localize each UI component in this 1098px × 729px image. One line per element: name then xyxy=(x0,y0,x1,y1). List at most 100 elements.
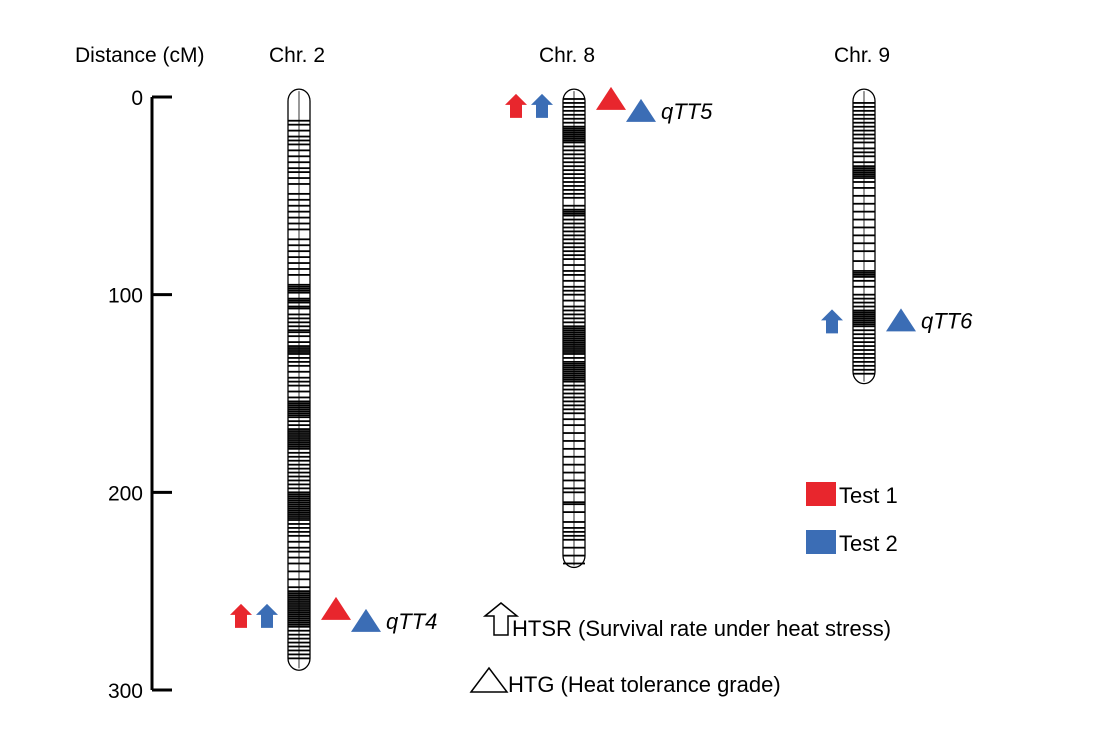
marker-band xyxy=(563,250,585,253)
marker-band xyxy=(853,309,875,312)
marker-band xyxy=(853,297,875,300)
marker-band xyxy=(563,447,585,450)
marker-band xyxy=(563,424,585,427)
marker-band xyxy=(288,451,310,454)
marker-band xyxy=(853,117,875,120)
marker-band xyxy=(288,562,310,565)
marker-band xyxy=(853,165,875,168)
marker-band xyxy=(853,105,875,108)
marker-band xyxy=(563,400,585,403)
marker-band xyxy=(853,279,875,282)
qtl-label: qTT5 xyxy=(661,99,713,124)
marker-band xyxy=(288,250,310,253)
marker-band xyxy=(288,443,310,446)
marker-band xyxy=(288,430,310,432)
htsr-arrow-icon xyxy=(256,603,278,628)
marker-band xyxy=(288,331,310,334)
marker-band xyxy=(563,380,585,383)
marker-band xyxy=(288,491,310,494)
marker-band xyxy=(288,623,310,626)
qtl-markers: qTT4 qTT5 qTT6 xyxy=(230,86,973,634)
tick-label: 200 xyxy=(108,482,143,505)
marker-band xyxy=(288,604,310,606)
marker-band xyxy=(288,641,310,644)
marker-band xyxy=(288,345,310,347)
marker-band xyxy=(563,471,585,474)
marker-band xyxy=(288,501,310,504)
marker-band xyxy=(563,331,585,334)
marker-band xyxy=(563,327,585,330)
marker-band xyxy=(288,307,310,310)
marker-band xyxy=(563,521,585,523)
marker-band xyxy=(563,192,585,195)
marker-band xyxy=(288,625,310,628)
marker-band xyxy=(288,149,310,152)
marker-band xyxy=(288,400,310,403)
marker-band xyxy=(563,376,585,379)
marker-band xyxy=(853,121,875,124)
marker-band xyxy=(563,212,585,215)
marker-band xyxy=(563,127,585,130)
marker-band xyxy=(563,139,585,142)
marker-band xyxy=(288,523,310,525)
distance-axis: Distance (cM) 0 100 200 300 xyxy=(75,44,205,703)
marker-band xyxy=(563,378,585,381)
marker-band xyxy=(288,412,310,415)
test1-swatch xyxy=(806,482,836,506)
marker-band xyxy=(853,133,875,136)
marker-band xyxy=(853,368,875,371)
marker-band xyxy=(853,260,875,262)
marker-band xyxy=(853,250,875,253)
marker-band xyxy=(563,408,585,411)
marker-band xyxy=(563,98,585,100)
marker-band xyxy=(288,305,310,308)
marker-band xyxy=(563,349,585,351)
marker-band xyxy=(288,210,310,213)
chromosome-chr2 xyxy=(287,88,311,671)
marker-band xyxy=(853,167,875,170)
tick-label: 0 xyxy=(131,87,143,110)
marker-band xyxy=(563,299,585,302)
marker-band xyxy=(288,511,310,513)
marker-band xyxy=(288,600,310,602)
marker-band xyxy=(288,475,310,478)
marker-band xyxy=(853,141,875,144)
marker-band xyxy=(288,613,310,616)
marker-band xyxy=(288,617,310,620)
marker-band xyxy=(563,329,585,332)
marker-band xyxy=(563,396,585,399)
marker-band xyxy=(853,329,875,332)
htsr-arrow-icon xyxy=(230,603,252,628)
marker-band xyxy=(288,507,310,510)
marker-band xyxy=(288,445,310,448)
marker-band xyxy=(563,210,585,213)
marker-band xyxy=(288,527,310,529)
marker-band xyxy=(288,204,310,207)
marker-band xyxy=(563,357,585,359)
marker-band xyxy=(288,645,310,648)
qtl-label: qTT4 xyxy=(386,609,437,634)
marker-band xyxy=(288,447,310,450)
marker-band xyxy=(563,137,585,140)
marker-band xyxy=(563,274,585,276)
marker-band xyxy=(563,121,585,124)
marker-band xyxy=(288,341,310,344)
marker-band xyxy=(563,333,585,336)
marker-band xyxy=(288,167,310,170)
marker-band xyxy=(853,129,875,132)
marker-band xyxy=(853,177,875,179)
marker-band xyxy=(288,546,310,549)
marker-band xyxy=(288,602,310,604)
marker-band xyxy=(563,321,585,324)
marker-band xyxy=(563,129,585,132)
marker-band xyxy=(288,135,310,138)
marker-band xyxy=(288,586,310,589)
chromosomes xyxy=(287,88,876,671)
marker-band xyxy=(563,135,585,138)
marker-band xyxy=(853,275,875,278)
marker-band xyxy=(563,141,585,144)
marker-band xyxy=(288,402,310,405)
marker-band xyxy=(288,633,310,636)
marker-band xyxy=(288,657,310,660)
